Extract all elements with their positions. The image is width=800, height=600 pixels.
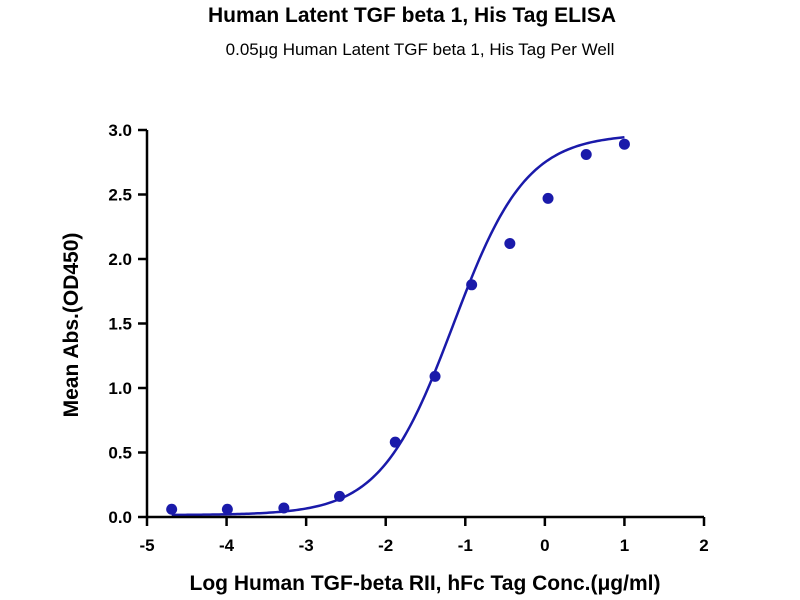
y-tick-label: 2.5 bbox=[108, 186, 132, 205]
data-point bbox=[542, 192, 554, 204]
data-point bbox=[389, 436, 401, 448]
data-point bbox=[278, 502, 290, 514]
y-axis-ticks: 0.0 0.5 1.0 1.5 2.0 2.5 3.0 bbox=[108, 121, 147, 527]
y-tick-label: 1.5 bbox=[108, 315, 132, 334]
y-tick-label: 2.0 bbox=[108, 250, 132, 269]
x-tick-label: -3 bbox=[299, 536, 314, 555]
data-point bbox=[429, 370, 441, 382]
x-axis-label: Log Human TGF-beta RII, hFc Tag Conc.(μg… bbox=[190, 572, 661, 595]
data-point bbox=[618, 138, 630, 150]
fit-curve bbox=[171, 136, 625, 517]
x-tick-label: -4 bbox=[219, 536, 235, 555]
x-tick-label: 2 bbox=[699, 536, 708, 555]
y-tick-label: 0.5 bbox=[108, 444, 132, 463]
x-tick-label: 0 bbox=[540, 536, 549, 555]
chart-subtitle: 0.05μg Human Latent TGF beta 1, His Tag … bbox=[226, 40, 615, 59]
y-tick-label: 0.0 bbox=[108, 508, 132, 527]
y-tick-label: 1.0 bbox=[108, 379, 132, 398]
data-point bbox=[334, 490, 346, 502]
data-point bbox=[221, 503, 233, 515]
data-point bbox=[504, 238, 516, 250]
plot-area bbox=[166, 136, 630, 517]
data-point bbox=[580, 149, 592, 161]
y-tick-label: 3.0 bbox=[108, 121, 132, 140]
x-tick-label: 1 bbox=[620, 536, 629, 555]
data-point bbox=[166, 503, 178, 515]
chart-title: Human Latent TGF beta 1, His Tag ELISA bbox=[208, 4, 616, 27]
x-tick-label: -5 bbox=[139, 536, 154, 555]
data-point bbox=[466, 279, 478, 291]
x-axis-ticks: -5 -4 -3 -2 -1 0 1 2 bbox=[139, 517, 709, 555]
x-tick-label: -1 bbox=[458, 536, 473, 555]
y-axis-label: Mean Abs.(OD450) bbox=[60, 233, 83, 418]
x-tick-label: -2 bbox=[378, 536, 393, 555]
